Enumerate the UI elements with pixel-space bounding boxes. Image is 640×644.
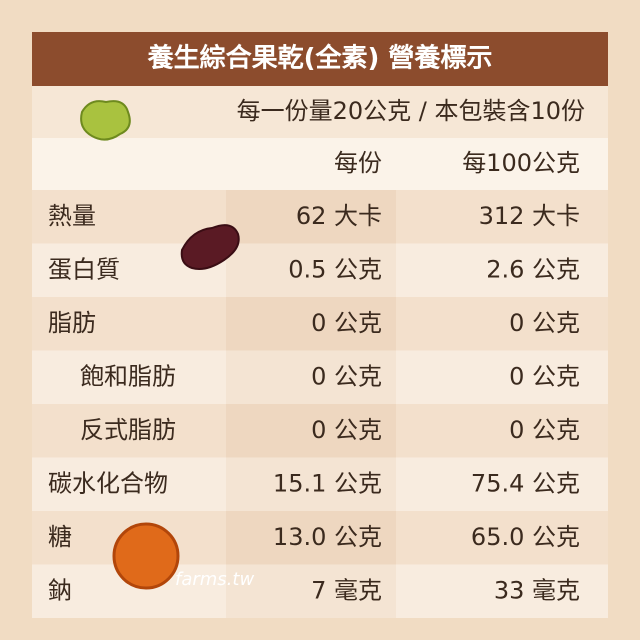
column-bg: [226, 243, 396, 297]
per-100g: 312 大卡: [479, 202, 580, 230]
column-header: 每100公克: [462, 149, 580, 177]
row-label: 糖: [48, 523, 72, 551]
column-bg: [226, 297, 396, 351]
per-100g: 65.0 公克: [471, 523, 580, 551]
column-bg: [226, 511, 396, 565]
column-bg: [226, 564, 396, 618]
per-100g: 0 公克: [509, 362, 580, 390]
per-100g: 0 公克: [509, 309, 580, 337]
per-serving: 62 大卡: [296, 202, 382, 230]
column-bg: [226, 190, 396, 244]
per-100g: 33 毫克: [494, 576, 580, 604]
row-label: 鈉: [48, 576, 72, 604]
per-serving: 15.1 公克: [273, 469, 382, 497]
per-100g: 2.6 公克: [486, 255, 580, 283]
serving-text: 每一份量20公克 / 本包裝含10份: [237, 97, 585, 125]
row-label: 脂肪: [48, 309, 96, 337]
watermark: farms.tw: [175, 569, 254, 590]
raisin-icon: [80, 100, 131, 141]
column-bg: [226, 457, 396, 511]
date-icon: [180, 224, 240, 270]
row-label: 蛋白質: [48, 255, 120, 283]
per-100g: 0 公克: [509, 416, 580, 444]
row-label: 碳水化合物: [48, 469, 168, 497]
title: 養生綜合果乾(全素) 營養標示: [147, 43, 493, 74]
per-serving: 7 毫克: [311, 576, 382, 604]
per-serving: 0 公克: [311, 416, 382, 444]
column-bg: [226, 350, 396, 404]
per-serving: 0 公克: [311, 309, 382, 337]
row-label: 飽和脂肪: [80, 362, 176, 390]
per-serving: 13.0 公克: [273, 523, 382, 551]
row-label: 反式脂肪: [80, 416, 176, 444]
title-bar: [32, 32, 608, 86]
apricot-icon: [112, 522, 180, 590]
row-label: 熱量: [48, 202, 96, 230]
column-header: 每份: [334, 149, 382, 177]
column-bg: [226, 404, 396, 458]
per-100g: 75.4 公克: [471, 469, 580, 497]
header-row: [32, 138, 608, 190]
per-serving: 0.5 公克: [288, 255, 382, 283]
per-serving: 0 公克: [311, 362, 382, 390]
